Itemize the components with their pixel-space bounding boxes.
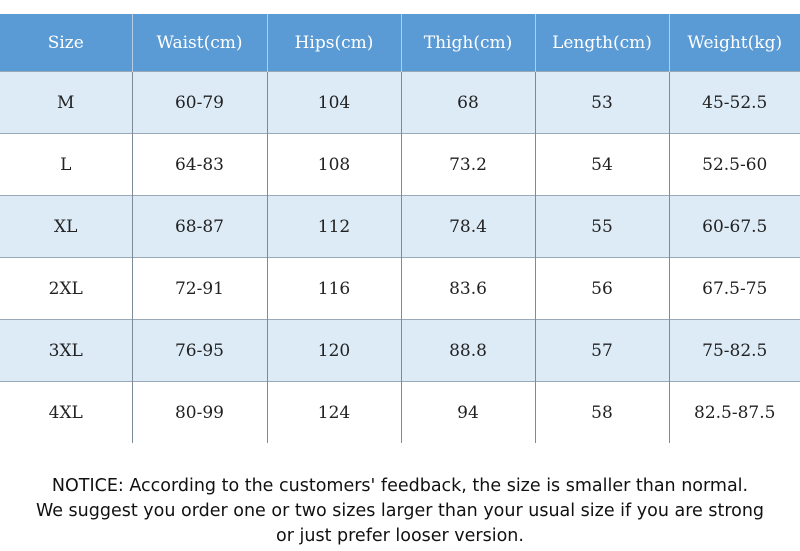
cell-weight: 75-82.5 (669, 319, 800, 382)
notice-line: We suggest you order one or two sizes la… (35, 501, 765, 521)
notice-line: or just prefer looser version. (276, 526, 524, 546)
cell-weight: 45-52.5 (669, 71, 800, 134)
header-hips: Hips(cm) (267, 14, 402, 72)
table-row: M 60-79 104 68 53 45-52.5 (0, 71, 800, 134)
sizing-notice: NOTICE: According to the customers' feed… (0, 474, 800, 549)
notice-line: NOTICE: According to the customers' feed… (51, 476, 749, 496)
cell-weight: 60-67.5 (669, 195, 800, 258)
cell-length: 53 (535, 71, 670, 134)
header-size: Size (0, 14, 133, 72)
cell-waist: 68-87 (132, 195, 268, 258)
cell-length: 54 (535, 133, 670, 196)
table-row: 2XL 72-91 116 83.6 56 67.5-75 (0, 257, 800, 320)
cell-length: 56 (535, 257, 670, 320)
cell-thigh: 88.8 (401, 319, 536, 382)
cell-size: L (0, 133, 133, 196)
cell-size: M (0, 71, 133, 134)
header-thigh: Thigh(cm) (401, 14, 536, 72)
cell-size: 2XL (0, 257, 133, 320)
cell-weight: 82.5-87.5 (669, 381, 800, 443)
cell-hips: 124 (267, 381, 402, 443)
table-row: 3XL 76-95 120 88.8 57 75-82.5 (0, 319, 800, 382)
cell-length: 57 (535, 319, 670, 382)
cell-waist: 80-99 (132, 381, 268, 443)
cell-length: 58 (535, 381, 670, 443)
header-length: Length(cm) (535, 14, 670, 72)
cell-hips: 112 (267, 195, 402, 258)
cell-waist: 60-79 (132, 71, 268, 134)
cell-size: 4XL (0, 381, 133, 443)
cell-size: 3XL (0, 319, 133, 382)
cell-thigh: 83.6 (401, 257, 536, 320)
table-row: XL 68-87 112 78.4 55 60-67.5 (0, 195, 800, 258)
header-waist: Waist(cm) (132, 14, 268, 72)
cell-hips: 104 (267, 71, 402, 134)
cell-thigh: 73.2 (401, 133, 536, 196)
cell-weight: 67.5-75 (669, 257, 800, 320)
cell-thigh: 68 (401, 71, 536, 134)
cell-length: 55 (535, 195, 670, 258)
table-header-row: Size Waist(cm) Hips(cm) Thigh(cm) Length… (0, 14, 800, 72)
cell-thigh: 94 (401, 381, 536, 443)
cell-waist: 64-83 (132, 133, 268, 196)
cell-thigh: 78.4 (401, 195, 536, 258)
cell-hips: 116 (267, 257, 402, 320)
cell-waist: 76-95 (132, 319, 268, 382)
cell-hips: 120 (267, 319, 402, 382)
cell-size: XL (0, 195, 133, 258)
table-row: L 64-83 108 73.2 54 52.5-60 (0, 133, 800, 196)
cell-weight: 52.5-60 (669, 133, 800, 196)
size-chart-table: Size Waist(cm) Hips(cm) Thigh(cm) Length… (0, 14, 800, 443)
cell-hips: 108 (267, 133, 402, 196)
cell-waist: 72-91 (132, 257, 268, 320)
table-row: 4XL 80-99 124 94 58 82.5-87.5 (0, 381, 800, 443)
header-weight: Weight(kg) (669, 14, 800, 72)
